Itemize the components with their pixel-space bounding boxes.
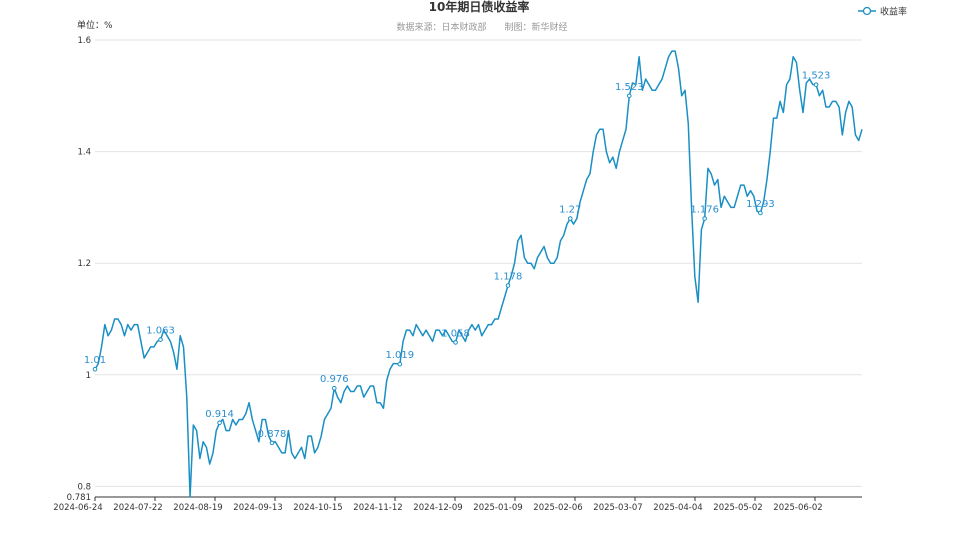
data-label: 1.019	[386, 350, 415, 361]
x-tick-label: 2025-02-06	[533, 503, 582, 513]
data-point	[758, 210, 763, 216]
x-tick-label: 2025-04-04	[653, 503, 702, 513]
data-label: 1.063	[146, 326, 175, 337]
data-point	[567, 216, 573, 221]
data-point	[813, 82, 819, 87]
legend-label: 收益率	[880, 6, 907, 18]
chart-title: 10年期日债收益率	[429, 0, 530, 14]
data-labels: 1.01 1.063 0.914 0.878 0.976 1.019 1.058 1.178 1…	[84, 71, 831, 446]
data-label: 1.01	[84, 355, 106, 366]
chart-subtitle: 数据来源：日本财政部 制图：新华财经	[396, 21, 567, 33]
x-tick-label: 2024-12-09	[413, 503, 462, 513]
y-tick-label: 1.2	[77, 259, 91, 269]
data-point	[397, 361, 403, 367]
x-tick-label: 2024-07-22	[113, 503, 162, 513]
data-point	[453, 340, 458, 345]
x-tick-label: 2025-01-09	[473, 503, 522, 513]
data-point	[505, 283, 511, 288]
data-label: 0.878	[258, 429, 287, 440]
y-tick-label: 1.6	[77, 36, 91, 46]
x-tick-label: 2024-08-19	[173, 503, 222, 513]
legend[interactable]: 收益率	[858, 6, 907, 18]
grid	[95, 39, 862, 487]
series-line	[94, 50, 863, 498]
series	[94, 50, 863, 498]
x-axis: 2024-06-24 2024-07-22 2024-08-19 2024-09-13…	[53, 496, 862, 513]
data-label: 1.058	[441, 328, 470, 339]
data-label: 1.27	[559, 205, 581, 216]
data-point	[702, 216, 707, 221]
y-tick-label: 0.8	[77, 482, 91, 492]
x-tick-label: 2025-05-02	[713, 503, 762, 513]
data-label: 1.523	[615, 82, 644, 93]
data-point	[217, 420, 222, 426]
data-label: 1.176	[690, 205, 719, 216]
x-tick-label: 2024-10-15	[293, 503, 342, 513]
data-label: 1.178	[494, 272, 523, 283]
data-point	[331, 385, 337, 391]
data-point	[626, 93, 632, 99]
data-point	[269, 440, 275, 446]
data-label: 1.293	[746, 199, 775, 210]
x-tick-label: 2025-06-02	[773, 503, 822, 513]
x-tick-label: 2024-11-12	[353, 503, 402, 513]
x-tick-label: 2024-06-24	[53, 503, 102, 513]
x-tick-label: 2024-09-13	[233, 503, 282, 513]
data-label: 1.523	[802, 71, 831, 82]
y-tick-label: 1	[86, 371, 91, 381]
y-tick-label: 1.4	[77, 148, 91, 158]
y-tick-label: 0.781	[67, 493, 91, 503]
data-point	[158, 337, 163, 342]
data-label: 0.976	[320, 374, 349, 385]
y-unit-label: 单位：%	[77, 19, 113, 31]
x-tick-label: 2025-03-07	[593, 503, 642, 513]
legend-marker-icon	[862, 6, 872, 16]
data-point	[92, 366, 98, 372]
data-label: 0.914	[205, 409, 234, 420]
